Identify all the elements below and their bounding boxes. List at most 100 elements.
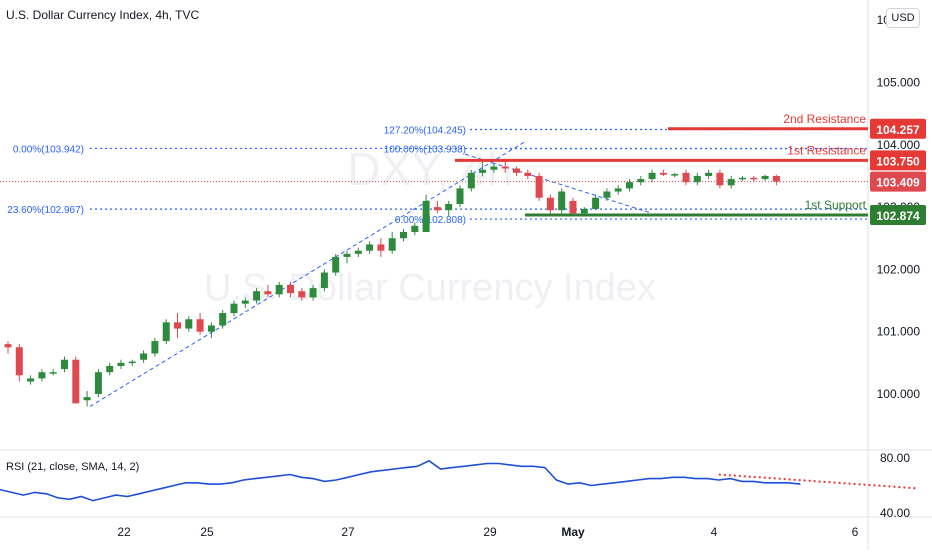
- rsi-point: [521, 465, 523, 467]
- candle-body: [467, 172, 475, 189]
- candle-body: [15, 347, 23, 376]
- candle-body: [739, 177, 746, 180]
- candle-body: [309, 288, 317, 298]
- rsi-point: [555, 479, 558, 481]
- candle-body: [196, 319, 204, 332]
- candle-body: [230, 303, 238, 314]
- rsi-point: [10, 491, 13, 493]
- price-label-value: 103.750: [876, 154, 920, 168]
- rsi-point: [706, 478, 708, 480]
- fib-level-label: 100.00%(103.938): [384, 145, 466, 156]
- rsi-point: [602, 483, 604, 485]
- candle-body: [750, 177, 758, 180]
- fib-level-label: 0.00%(102.808): [395, 215, 466, 226]
- candle-body: [400, 232, 407, 239]
- rsi-point: [486, 462, 488, 465]
- rsi-point: [266, 476, 268, 478]
- candle-body: [174, 322, 181, 329]
- rsi-point: [451, 467, 453, 469]
- candle-body: [490, 166, 498, 170]
- candle-body: [287, 284, 294, 294]
- rsi-point: [115, 494, 117, 496]
- candle-body: [275, 284, 283, 295]
- currency-selector[interactable]: USD: [886, 8, 920, 28]
- price-tick-label: 100.000: [877, 387, 921, 401]
- price-label-box: [870, 118, 926, 139]
- rsi-point: [161, 487, 163, 489]
- rsi-point: [764, 482, 766, 484]
- candle-body: [162, 322, 170, 342]
- time-tick-label: May: [561, 525, 585, 539]
- rsi-point: [579, 482, 581, 484]
- candle-body: [72, 359, 80, 404]
- time-tick-label: 4: [711, 525, 718, 539]
- candle-body: [343, 253, 351, 257]
- candle-body: [693, 175, 701, 183]
- time-tick-label: 6: [852, 525, 859, 539]
- price-tick-label: 105.000: [877, 76, 921, 90]
- rsi-point: [335, 479, 337, 481]
- rsi-point: [219, 483, 221, 485]
- candle-body: [501, 166, 509, 169]
- rsi-point: [776, 482, 778, 484]
- candle-body: [185, 319, 193, 329]
- rsi-point: [695, 478, 697, 480]
- rsi-point: [242, 479, 245, 481]
- chart-title: U.S. Dollar Currency Index, 4h, TVC: [6, 8, 200, 22]
- candle-body: [671, 174, 679, 176]
- rsi-point: [45, 493, 47, 495]
- rsi-point: [126, 495, 129, 498]
- candle-body: [445, 203, 453, 211]
- rsi-point: [231, 482, 233, 484]
- candle-body: [38, 372, 46, 379]
- time-tick-label: 27: [341, 525, 355, 539]
- candle-body: [411, 225, 419, 233]
- fib-level-label: 23.60%(102.967): [7, 205, 84, 216]
- candle-body: [524, 172, 532, 176]
- rsi-point: [184, 482, 187, 484]
- price-label-box: [870, 150, 926, 171]
- rsi-point: [532, 465, 534, 467]
- candle-body: [264, 291, 272, 295]
- candle-body: [128, 361, 136, 364]
- candle-body: [546, 197, 554, 211]
- rsi-point: [428, 460, 430, 462]
- price-label-value: 102.874: [876, 209, 920, 223]
- rsi-point: [799, 483, 801, 485]
- rsi-point: [567, 483, 569, 485]
- rsi-point: [173, 484, 175, 487]
- candle-body: [298, 291, 306, 298]
- rsi-tick-label: 80.00: [880, 451, 910, 465]
- rsi-point: [590, 484, 592, 487]
- last-price-value: 103.409: [876, 176, 920, 190]
- rsi-point: [509, 464, 511, 466]
- rsi-point: [625, 480, 627, 482]
- candle-body: [592, 197, 600, 209]
- candle-body: [332, 256, 340, 273]
- candle-body: [207, 325, 215, 332]
- rsi-point: [34, 491, 36, 493]
- candle-body: [558, 191, 566, 211]
- candle-body: [716, 172, 724, 186]
- rsi-point: [753, 480, 755, 482]
- time-tick-label: 25: [200, 525, 214, 539]
- resistance-label: 2nd Resistance: [783, 112, 866, 126]
- candle-body: [637, 179, 645, 183]
- rsi-point: [497, 462, 500, 465]
- rsi-point: [312, 478, 314, 480]
- price-label-box: [870, 204, 926, 225]
- rsi-point: [196, 482, 198, 484]
- rsi-point: [683, 476, 685, 478]
- rsi-point: [277, 475, 279, 477]
- candle-body: [422, 200, 430, 233]
- candle-body: [659, 172, 667, 175]
- rsi-point: [637, 479, 639, 481]
- rsi-point: [718, 479, 720, 481]
- candle-body: [320, 272, 328, 289]
- watermark-name: U.S. Dollar Currency Index: [204, 267, 656, 309]
- last-price-box: [870, 171, 926, 192]
- rsi-point: [416, 465, 418, 467]
- rsi-point: [103, 497, 105, 499]
